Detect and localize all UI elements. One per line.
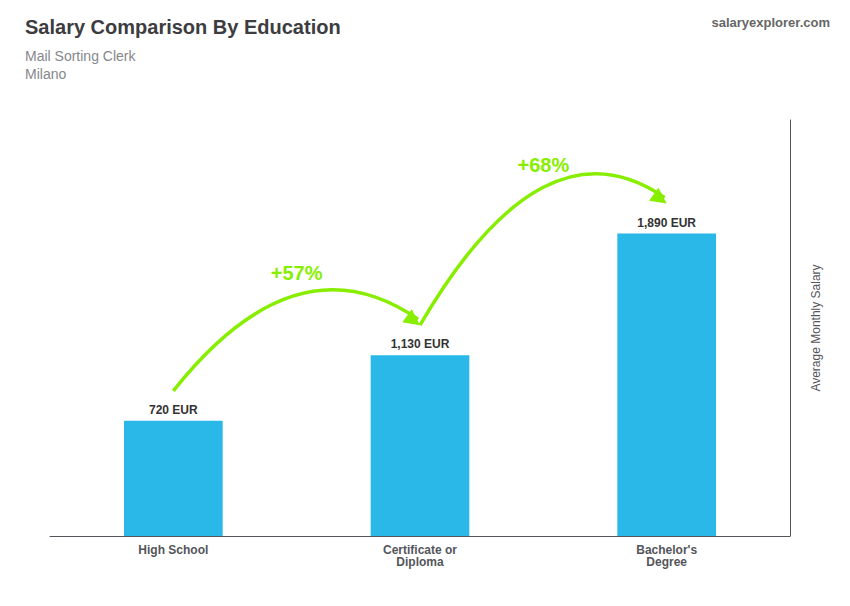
svg-text:1,890 EUR: 1,890 EUR — [637, 216, 696, 230]
svg-text:Milano: Milano — [25, 66, 66, 82]
svg-text:720 EUR: 720 EUR — [149, 403, 198, 417]
svg-text:+68%: +68% — [517, 154, 569, 176]
svg-text:Salary Comparison By Education: Salary Comparison By Education — [25, 16, 341, 38]
svg-text:Degree: Degree — [646, 555, 687, 569]
svg-text:Average Monthly Salary: Average Monthly Salary — [809, 264, 823, 391]
svg-text:1,130 EUR: 1,130 EUR — [391, 337, 450, 351]
svg-text:Bachelor's: Bachelor's — [636, 543, 698, 557]
svg-text:+57%: +57% — [271, 262, 323, 284]
svg-text:High School: High School — [138, 543, 208, 557]
svg-text:Certificate or: Certificate or — [383, 543, 457, 557]
svg-text:salaryexplorer.com: salaryexplorer.com — [711, 15, 830, 30]
svg-text:Mail Sorting Clerk: Mail Sorting Clerk — [25, 48, 136, 64]
svg-text:Diploma: Diploma — [396, 555, 444, 569]
